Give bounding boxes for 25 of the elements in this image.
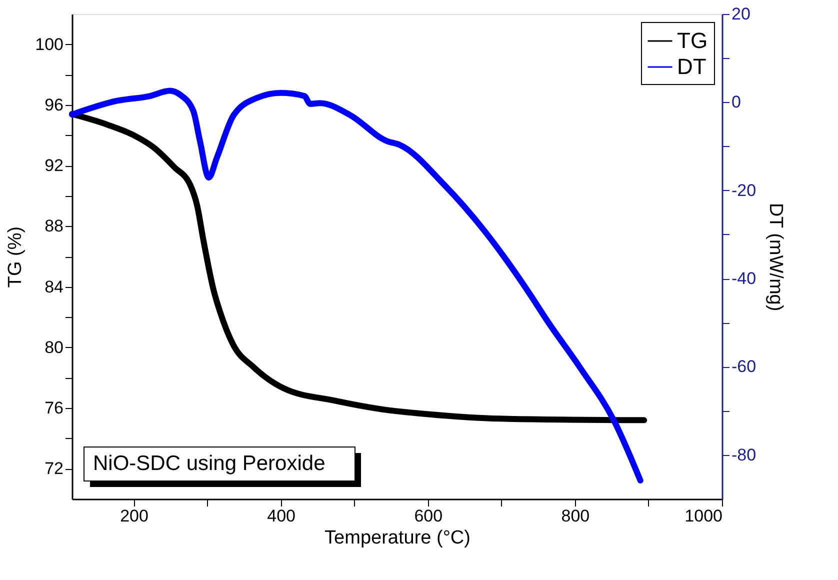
x-tick-label: 200 bbox=[120, 506, 148, 526]
y-tick-label: 72 bbox=[44, 459, 64, 478]
y2-tick-label: -40 bbox=[732, 269, 756, 288]
x-tick-label: 400 bbox=[267, 506, 296, 526]
y2-axis-title: DT (mW/mg) bbox=[765, 202, 786, 312]
y2-tick-label: 20 bbox=[732, 4, 750, 24]
y-tick-label: 100 bbox=[35, 34, 64, 54]
x-axis-title: Temperature (°C) bbox=[324, 528, 470, 548]
y2-tick-label: -60 bbox=[732, 357, 756, 376]
y-tick-label: 92 bbox=[44, 156, 64, 176]
y2-tick-label: -20 bbox=[732, 180, 756, 200]
legend-label: DT bbox=[677, 54, 706, 79]
x-tick-label: 800 bbox=[561, 506, 590, 526]
y-tick-label: 96 bbox=[44, 95, 64, 114]
x-tick-label: 600 bbox=[414, 506, 443, 526]
annotation: NiO-SDC using Peroxide bbox=[93, 452, 326, 475]
legend-label: TG bbox=[677, 28, 708, 53]
x-tick-label: 1000 bbox=[684, 506, 722, 526]
y-tick-label: 84 bbox=[44, 277, 64, 296]
y-axis-title: TG (%) bbox=[5, 226, 26, 288]
y-tick-label: 88 bbox=[44, 216, 64, 236]
y-tick-label: 80 bbox=[44, 338, 64, 357]
y2-tick-label: -80 bbox=[732, 445, 756, 464]
y2-tick-label: 0 bbox=[732, 92, 741, 112]
y-tick-label: 76 bbox=[44, 398, 64, 418]
